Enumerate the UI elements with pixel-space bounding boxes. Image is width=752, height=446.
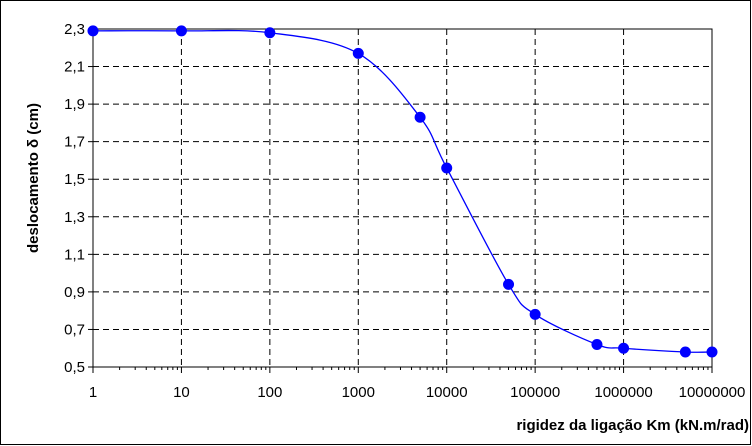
- y-tick-label: 0,7: [64, 321, 85, 338]
- plot-border: [92, 28, 713, 368]
- x-tick-label: 1: [89, 384, 97, 401]
- x-tick-label: 100: [257, 384, 282, 401]
- data-point: [529, 308, 541, 320]
- data-point: [679, 346, 691, 358]
- data-point: [441, 162, 453, 174]
- data-point: [503, 278, 515, 290]
- tick-labels: 0,5 0,7 0,9 1,1 1,3 1,5 1,7 1,9 2,1 2,3 1 10 100 1000…: [64, 21, 745, 401]
- data-point: [706, 346, 718, 358]
- y-tick-label: 1,5: [64, 171, 85, 188]
- y-tick-label: 0,9: [64, 284, 85, 301]
- y-tick-label: 1,3: [64, 209, 85, 226]
- series-layer: [87, 25, 718, 358]
- data-point: [618, 342, 630, 354]
- data-point: [414, 111, 426, 123]
- data-point: [87, 25, 99, 37]
- x-axis-title: rigidez da ligação Km (kN.m/rad): [516, 417, 749, 434]
- data-point: [264, 27, 276, 39]
- x-tick-label: 10000: [426, 384, 468, 401]
- y-tick-label: 2,1: [64, 59, 85, 76]
- data-point: [352, 47, 364, 59]
- y-tick-label: 1,9: [64, 96, 85, 113]
- x-tick-label: 10000000: [679, 384, 746, 401]
- data-point: [175, 25, 187, 37]
- x-tick-label: 100000: [510, 384, 560, 401]
- x-tick-label: 10: [173, 384, 190, 401]
- y-tick-label: 1,7: [64, 134, 85, 151]
- y-tick-label: 0,5: [64, 359, 85, 376]
- x-tick-label: 1000: [342, 384, 375, 401]
- y-tick-label: 1,1: [64, 246, 85, 263]
- y-tick-label: 2,3: [64, 21, 85, 38]
- data-point: [591, 338, 603, 350]
- axes: [88, 28, 713, 373]
- x-tick-label: 1000000: [594, 384, 652, 401]
- y-axis-title: deslocamento δ (cm): [25, 103, 42, 253]
- plot-area: [92, 28, 713, 368]
